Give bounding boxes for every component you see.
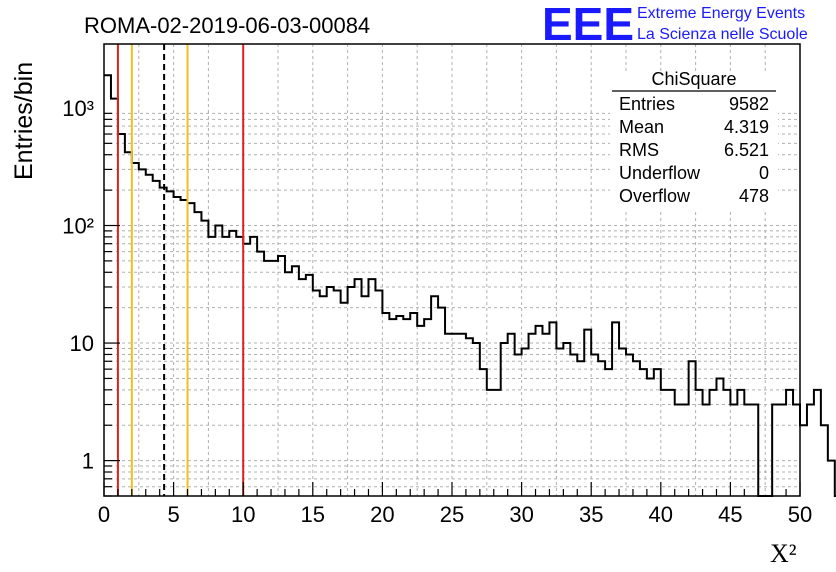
y-tick-label: 1 [82, 449, 94, 474]
histogram-line [104, 74, 836, 497]
x-tick-label: 35 [579, 502, 603, 527]
x-tick-label: 25 [440, 502, 464, 527]
stats-rows: Entries 9582 Mean 4.319 RMS 6.521 Underflow 0 Ov… [619, 94, 769, 206]
stats-label: Underflow [619, 163, 701, 183]
x-tick-label: 10 [231, 502, 255, 527]
logo-mark: EEE [542, 0, 634, 50]
x-tick-label: 20 [370, 502, 394, 527]
stats-box: ChiSquare Entries 9582 Mean 4.319 RMS 6.521 Un… [610, 69, 778, 212]
x-tick-label: 50 [788, 502, 812, 527]
x-tick-label: 40 [649, 502, 673, 527]
histogram-series [104, 74, 836, 497]
stats-label: RMS [619, 140, 659, 160]
grid-lines [104, 44, 800, 497]
stats-value: 9582 [729, 94, 769, 114]
x-tick-label: 0 [98, 502, 110, 527]
chart-title: ROMA-02-2019-06-03-00084 [84, 13, 370, 38]
stats-value: 0 [759, 163, 769, 183]
y-tick-label: 10³ [62, 96, 94, 121]
stats-value: 6.521 [724, 140, 769, 160]
x-tick-label: 5 [167, 502, 179, 527]
stats-value: 4.319 [724, 117, 769, 137]
x-axis-label: X² [770, 539, 797, 568]
stats-title: ChiSquare [651, 69, 736, 89]
x-tick-label: 15 [301, 502, 325, 527]
logo-line-1: Extreme Energy Events [637, 5, 805, 22]
logo-line-2: La Scienza nelle Scuole [637, 26, 808, 43]
y-tick-label: 10 [70, 331, 94, 356]
eee-logo: EEE Extreme Energy Events La Scienza nel… [542, 0, 808, 50]
stats-label: Entries [619, 94, 675, 114]
stats-label: Overflow [619, 186, 691, 206]
x-tick-label: 45 [718, 502, 742, 527]
reference-lines [116, 44, 245, 496]
stats-value: 478 [739, 186, 769, 206]
stats-label: Mean [619, 117, 664, 137]
y-axis-label: Entries/bin [10, 62, 38, 180]
axes: 0 5 10 15 20 25 30 35 40 45 50 1 10 10² 10³ [62, 96, 812, 527]
y-tick-label: 10² [62, 214, 94, 239]
x-tick-label: 30 [509, 502, 533, 527]
